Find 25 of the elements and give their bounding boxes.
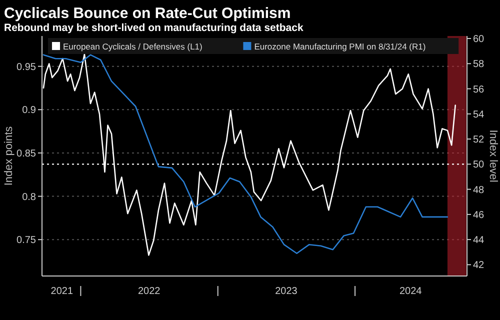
y2-axis-title: Index level	[487, 130, 499, 182]
x-tick-label: 2021	[50, 286, 74, 297]
y2-tick-label: 42	[473, 260, 485, 272]
x-tick-label: 2023	[275, 286, 298, 297]
chart-subtitle: Rebound may be short-lived on manufacturing data setback	[4, 22, 304, 34]
y-tick-label: 0.95	[16, 62, 36, 73]
y-axis-title: Index points	[3, 126, 15, 186]
y2-tick-label: 44	[473, 235, 485, 246]
y-tick-label: 0.8	[22, 192, 36, 203]
y2-tick-label: 50	[473, 160, 485, 171]
y2-tick-label: 54	[473, 109, 485, 120]
y2-tick-label: 52	[473, 134, 485, 146]
y-tick-label: 0.9	[22, 105, 36, 116]
y-tick-label: 0.85	[16, 148, 36, 160]
legend-label: Eurozone Manufacturing PMI on 8/31/24 (R1)	[254, 42, 426, 52]
y2-tick-label: 58	[473, 59, 485, 70]
legend-label: European Cyclicals / Defensives (L1)	[63, 42, 203, 52]
chart-title: Cyclicals Bounce on Rate-Cut Optimism	[4, 5, 291, 22]
y2-tick-label: 60	[473, 34, 485, 46]
y2-tick-label: 46	[473, 210, 485, 221]
y-tick-label: 0.75	[16, 235, 36, 246]
y2-tick-label: 48	[473, 184, 485, 196]
x-tick-label: 2022	[138, 286, 161, 297]
y2-tick-label: 56	[473, 84, 485, 96]
x-tick-label: 2024	[400, 286, 422, 297]
